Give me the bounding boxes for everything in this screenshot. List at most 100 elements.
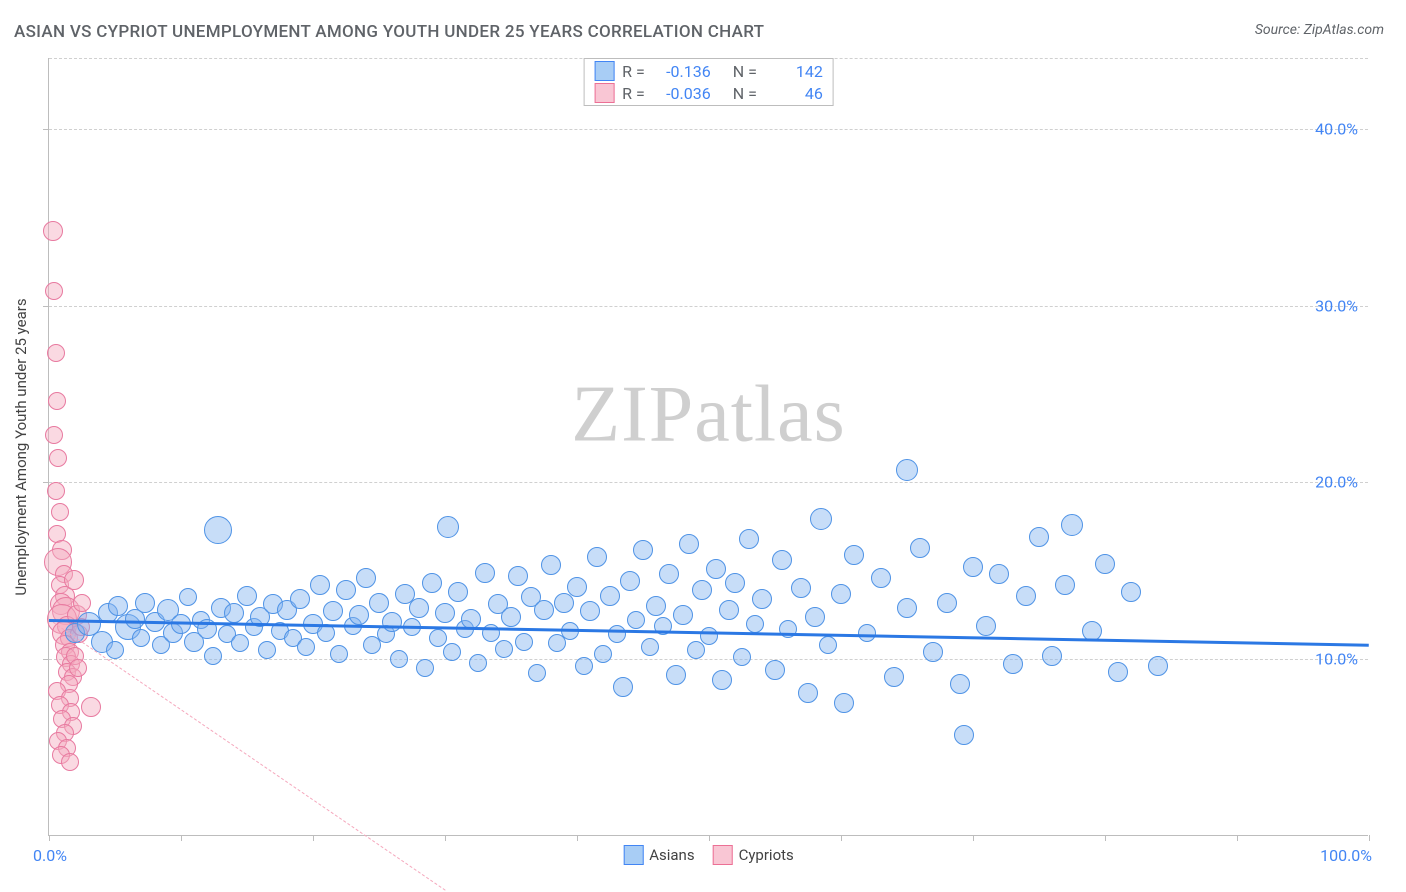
data-point-asian [422,573,442,593]
legend-item-cypriots: Cypriots [713,845,794,865]
data-point-asian [501,607,521,627]
data-point-cypriot [81,697,101,717]
n-value-cypriots: 46 [765,84,823,103]
r-value-cypriots: -0.036 [653,84,711,103]
r-value-asians: -0.136 [653,62,711,81]
data-point-asian [805,607,825,627]
data-point-asian [633,540,653,560]
data-point-asian [679,534,699,554]
data-point-asian [108,596,128,616]
data-point-asian [1003,654,1023,674]
data-point-asian [382,612,402,632]
data-point-asian [132,629,150,647]
r-label: R = [622,62,645,81]
data-point-asian [290,589,310,609]
data-point-asian [989,564,1009,584]
data-point-asian [844,545,864,565]
data-point-cypriot [49,449,67,467]
data-point-asian [725,573,745,593]
data-point-asian [600,586,620,606]
data-point-asian [475,563,495,583]
data-point-asian [554,593,574,613]
data-point-asian [831,584,851,604]
data-point-asian [106,641,124,659]
data-point-asian [692,580,712,600]
data-point-asian [620,571,640,591]
data-point-asian [950,674,970,694]
data-point-asian [508,566,528,586]
data-point-asian [330,645,348,663]
data-point-asian [798,683,818,703]
data-point-cypriot [45,426,63,444]
data-point-asian [495,640,513,658]
data-point-asian [224,603,244,623]
data-point-cypriot [64,570,84,590]
data-point-cypriot [47,482,65,500]
data-point-cypriot [61,753,79,771]
data-point-asian [515,633,533,651]
x-axis-max-label: 100.0% [1320,846,1372,865]
data-point-cypriot [48,392,66,410]
data-point-asian [575,657,593,675]
data-point-asian [1108,662,1128,682]
data-point-asian [1042,646,1062,666]
data-point-asian [416,659,434,677]
data-point-asian [733,648,751,666]
data-point-asian [409,598,429,618]
data-point-asian [687,641,705,659]
data-point-asian [594,645,612,663]
data-point-cypriot [43,221,63,241]
data-point-cypriot [47,344,65,362]
data-point-asian [858,624,876,642]
data-point-asian [739,529,759,549]
data-point-asian [923,642,943,662]
data-point-asian [646,596,666,616]
data-point-asian [706,559,726,579]
swatch-blue-icon [594,61,614,81]
data-point-asian [204,647,222,665]
data-point-asian [469,654,487,672]
gridline [49,129,1368,130]
data-point-asian [1121,582,1141,602]
r-label: R = [622,84,645,103]
n-label: N = [733,84,757,103]
data-point-asian [567,577,587,597]
data-point-asian [712,670,732,690]
chart-title: ASIAN VS CYPRIOT UNEMPLOYMENT AMONG YOUT… [14,22,764,42]
stats-row-cypriots: R = -0.036 N = 46 [594,83,823,103]
legend-item-asians: Asians [623,845,694,865]
data-point-asian [135,593,155,613]
y-tick-label: 10.0% [1315,650,1358,669]
data-point-asian [297,638,315,656]
data-point-asian [641,638,659,656]
n-label: N = [733,62,757,81]
data-point-asian [437,516,459,538]
data-point-asian [534,600,554,620]
data-point-asian [1148,656,1168,676]
data-point-asian [896,459,918,481]
data-point-asian [791,578,811,598]
data-point-asian [976,616,996,636]
data-point-asian [580,601,600,621]
data-point-asian [627,611,645,629]
data-point-cypriot [45,282,63,300]
data-point-asian [541,555,561,575]
data-point-asian [336,580,356,600]
data-point-asian [963,557,983,577]
y-tick-label: 20.0% [1315,473,1358,492]
data-point-asian [587,547,607,567]
chart-container: ASIAN VS CYPRIOT UNEMPLOYMENT AMONG YOUT… [0,0,1406,892]
data-point-asian [666,665,686,685]
data-point-asian [390,650,408,668]
data-point-asian [1055,575,1075,595]
data-point-asian [323,601,343,621]
stats-row-asians: R = -0.136 N = 142 [594,61,823,81]
data-point-asian [700,627,718,645]
data-point-asian [1016,586,1036,606]
data-point-asian [810,508,832,530]
watermark: ZIPatlas [571,370,846,461]
legend-label-asians: Asians [649,846,694,864]
data-point-asian [448,582,468,602]
data-point-asian [897,598,917,618]
data-point-cypriot [73,594,91,612]
